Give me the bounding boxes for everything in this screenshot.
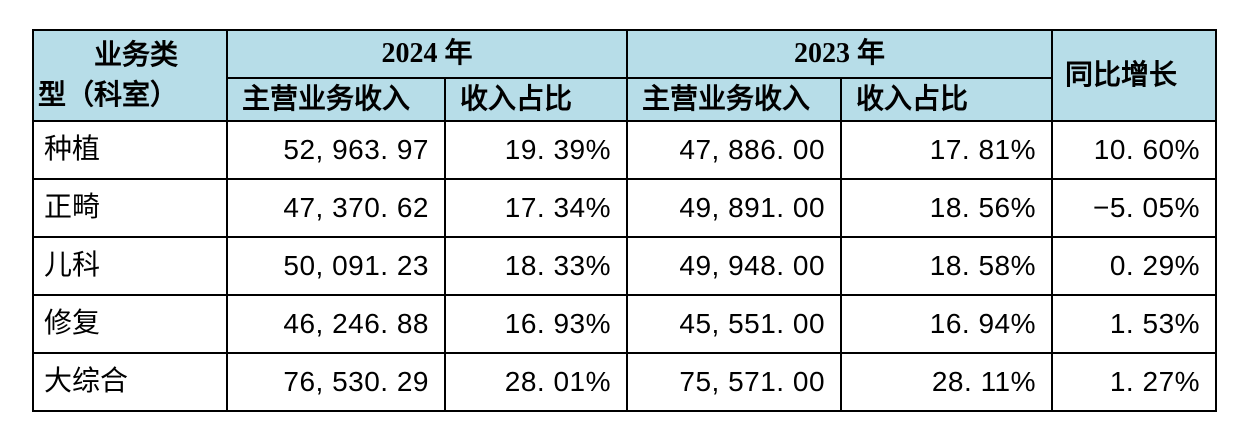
revenue-2024-cell: 76, 530. 29	[226, 352, 446, 413]
table-row: 正畸 47, 370. 62 17. 34% 49, 891. 00 18. 5…	[32, 178, 1218, 239]
table-row: 种植 52, 963. 97 19. 39% 47, 886. 00 17. 8…	[32, 120, 1218, 181]
table-row: 大综合 76, 530. 29 28. 01% 75, 571. 00 28. …	[32, 352, 1218, 413]
table-row: 修复 46, 246. 88 16. 93% 45, 551. 00 16. 9…	[32, 294, 1218, 355]
share-2024-cell: 28. 01%	[443, 352, 629, 413]
col-header-business-type: 业务类 型（科室）	[32, 28, 228, 123]
share-2024-cell: 17. 34%	[443, 178, 629, 239]
col-header-yoy-growth: 同比增长	[1051, 28, 1218, 123]
business-type-label: 业务类 型（科室）	[38, 40, 179, 111]
share-2023-cell: 18. 56%	[840, 178, 1054, 239]
category-cell: 正畸	[32, 178, 228, 239]
revenue-2023-cell: 45, 551. 00	[626, 294, 843, 355]
category-cell: 修复	[32, 294, 228, 355]
table-row: 儿科 50, 091. 23 18. 33% 49, 948. 00 18. 5…	[32, 236, 1218, 297]
col-header-revenue-2023: 主营业务收入	[626, 76, 843, 123]
col-header-share-2023: 收入占比	[840, 76, 1054, 123]
revenue-2023-cell: 49, 948. 00	[626, 236, 843, 297]
category-cell: 大综合	[32, 352, 228, 413]
share-2023-cell: 18. 58%	[840, 236, 1054, 297]
revenue-2024-cell: 50, 091. 23	[226, 236, 446, 297]
share-2023-cell: 16. 94%	[840, 294, 1054, 355]
category-cell: 儿科	[32, 236, 228, 297]
col-header-year-2023: 2023 年	[626, 29, 1054, 79]
revenue-2023-cell: 49, 891. 00	[626, 178, 843, 239]
col-header-revenue-2024: 主营业务收入	[226, 76, 446, 123]
col-header-share-2024: 收入占比	[443, 76, 629, 123]
share-2023-cell: 28. 11%	[840, 352, 1054, 413]
share-2024-cell: 19. 39%	[443, 120, 629, 181]
share-2024-cell: 18. 33%	[443, 236, 629, 297]
yoy-growth-cell: 10. 60%	[1051, 120, 1218, 181]
category-cell: 种植	[32, 120, 228, 181]
yoy-growth-cell: −5. 05%	[1051, 178, 1218, 239]
revenue-by-department-table: 业务类 型（科室） 2024 年 2023 年 同比增长 主营业务收入 收入占比…	[32, 28, 1218, 413]
revenue-2024-cell: 47, 370. 62	[226, 178, 446, 239]
revenue-2024-cell: 46, 246. 88	[226, 294, 446, 355]
yoy-growth-cell: 1. 27%	[1051, 352, 1218, 413]
revenue-2023-cell: 47, 886. 00	[626, 120, 843, 181]
col-header-year-2024: 2024 年	[225, 29, 629, 79]
yoy-growth-cell: 0. 29%	[1051, 236, 1218, 297]
revenue-2024-cell: 52, 963. 97	[226, 120, 446, 181]
share-2024-cell: 16. 93%	[443, 294, 629, 355]
share-2023-cell: 17. 81%	[840, 120, 1054, 181]
revenue-2023-cell: 75, 571. 00	[626, 352, 843, 413]
yoy-growth-cell: 1. 53%	[1051, 294, 1218, 355]
